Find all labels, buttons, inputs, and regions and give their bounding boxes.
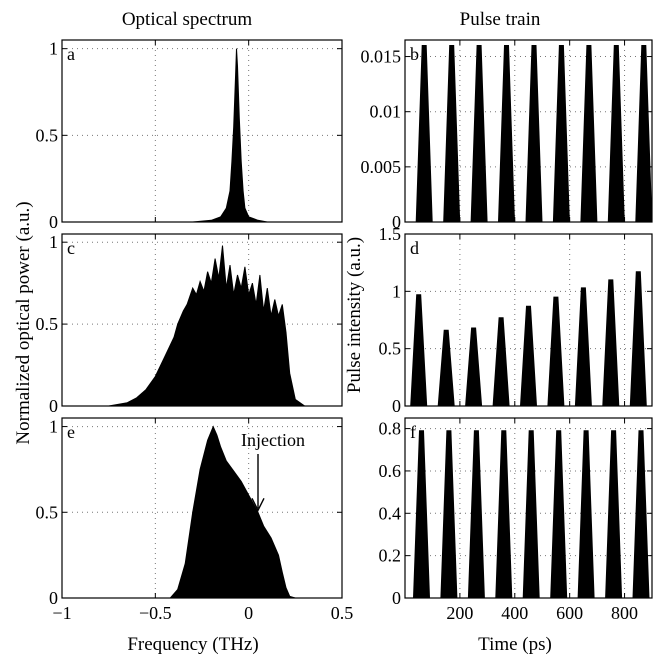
pulse-mark — [465, 327, 483, 406]
y-tick-label: 0.01 — [370, 102, 402, 122]
pulse-mark — [525, 45, 543, 222]
y-tick-label: 1 — [49, 232, 58, 252]
right-x-axis-label: Time (ps) — [478, 634, 552, 655]
pulse-mark — [495, 430, 513, 598]
x-tick-label: 0.5 — [331, 603, 354, 623]
pulse-mark — [577, 430, 595, 598]
pulse-mark — [497, 45, 516, 222]
y-tick-label: 0 — [49, 396, 58, 416]
panel-letter: a — [67, 44, 75, 64]
pulse-mark — [602, 279, 620, 406]
pulse-mark — [470, 45, 488, 222]
x-tick-label: 800 — [611, 603, 638, 623]
x-tick-label: 0 — [244, 603, 253, 623]
pulse-mark — [412, 430, 431, 598]
y-tick-label: 0.6 — [379, 461, 402, 481]
pulse-mark — [574, 287, 592, 406]
panel-letter: c — [67, 238, 75, 258]
pulse-mark — [437, 329, 455, 406]
series-group — [62, 245, 342, 406]
y-tick-label: 0.5 — [36, 502, 59, 522]
series-group — [410, 271, 647, 406]
left-x-axis-label: Frequency (THz) — [127, 634, 258, 655]
panel-a: 0 0.5 1 a — [36, 39, 343, 232]
y-tick-label: 1 — [49, 39, 58, 59]
pulse-mark — [415, 45, 433, 222]
pulse-mark — [552, 45, 570, 222]
injection-arrow-head — [251, 497, 265, 512]
x-tick-label: 400 — [501, 603, 528, 623]
pulse-mark — [522, 430, 540, 598]
panel-letter: e — [67, 422, 75, 442]
panel-frame — [61, 233, 343, 407]
y-tick-label: 0.005 — [361, 157, 402, 177]
pulse-mark — [635, 45, 652, 222]
x-tick-label: 200 — [446, 603, 473, 623]
pulse-mark — [607, 45, 625, 222]
spectrum-area — [62, 245, 342, 406]
y-tick-label: 0.8 — [379, 419, 402, 439]
injection-label: Injection — [241, 430, 305, 450]
x-tick-label: −1 — [52, 603, 71, 623]
left-y-axis-label: Normalized optical power (a.u.) — [13, 201, 34, 444]
x-tick-label: 600 — [556, 603, 583, 623]
panel-e: 0 0.5 1 −1 −0.5 0 0.5 e Injection — [36, 417, 354, 623]
y-tick-label: 0 — [49, 212, 58, 232]
pulse-mark — [550, 430, 568, 598]
y-tick-label: 0 — [392, 396, 401, 416]
y-tick-label: 0.2 — [379, 546, 402, 566]
pulse-mark — [492, 317, 510, 406]
y-tick-label: 0 — [49, 588, 58, 608]
panel-f: 0 0.2 0.4 0.6 0.8 200 400 600 800 f — [379, 417, 653, 623]
pulse-mark — [443, 45, 461, 222]
y-tick-label: 1 — [392, 281, 401, 301]
y-tick-label: 1 — [49, 417, 58, 437]
pulse-mark — [410, 294, 428, 406]
y-tick-label: 1.5 — [379, 224, 402, 244]
x-tick-label: −0.5 — [139, 603, 172, 623]
panels: 00.51 a00.51 c00.51−1 −0.5 0 0.5e Injection00.… — [36, 39, 653, 623]
pulse-mark — [605, 430, 623, 598]
spectrum-area — [62, 425, 342, 598]
spectrum-area — [62, 48, 342, 222]
panel-letter: d — [410, 238, 419, 258]
panel-frame — [404, 39, 653, 223]
series-group — [62, 425, 342, 598]
right-column-title: Pulse train — [460, 9, 541, 30]
left-column-title: Optical spectrum — [122, 9, 253, 30]
series-group — [412, 430, 650, 598]
series-group — [415, 45, 652, 222]
y-tick-label: 0.5 — [36, 314, 59, 334]
pulse-mark — [519, 305, 538, 406]
y-tick-label: 0 — [392, 212, 401, 232]
series-group — [62, 48, 342, 222]
y-tick-label: 0.5 — [36, 125, 59, 145]
y-tick-label: 0 — [392, 588, 401, 608]
panel-c: 0 0.5 1 c — [36, 232, 343, 416]
pulse-mark — [632, 430, 650, 598]
pulse-mark — [580, 45, 598, 222]
panel-frame — [404, 417, 653, 599]
right-y-axis-label: Pulse intensity (a.u.) — [344, 237, 365, 393]
panel-d: 0 0.5 1 1.5 d — [379, 224, 653, 416]
y-tick-label: 0.015 — [361, 47, 402, 67]
y-tick-label: 0.5 — [379, 339, 402, 359]
pulse-mark — [467, 430, 485, 598]
pulse-mark — [440, 430, 458, 598]
panel-b: 0 0.005 0.01 0.015 b — [361, 39, 653, 232]
panel-frame — [61, 39, 343, 223]
panel-frame — [61, 417, 343, 599]
pulse-mark — [629, 271, 647, 406]
panel-letter: b — [410, 44, 419, 64]
y-tick-label: 0.4 — [379, 503, 402, 523]
pulse-mark — [547, 296, 565, 406]
panel-frame — [404, 233, 653, 407]
panel-letter: f — [410, 422, 416, 442]
